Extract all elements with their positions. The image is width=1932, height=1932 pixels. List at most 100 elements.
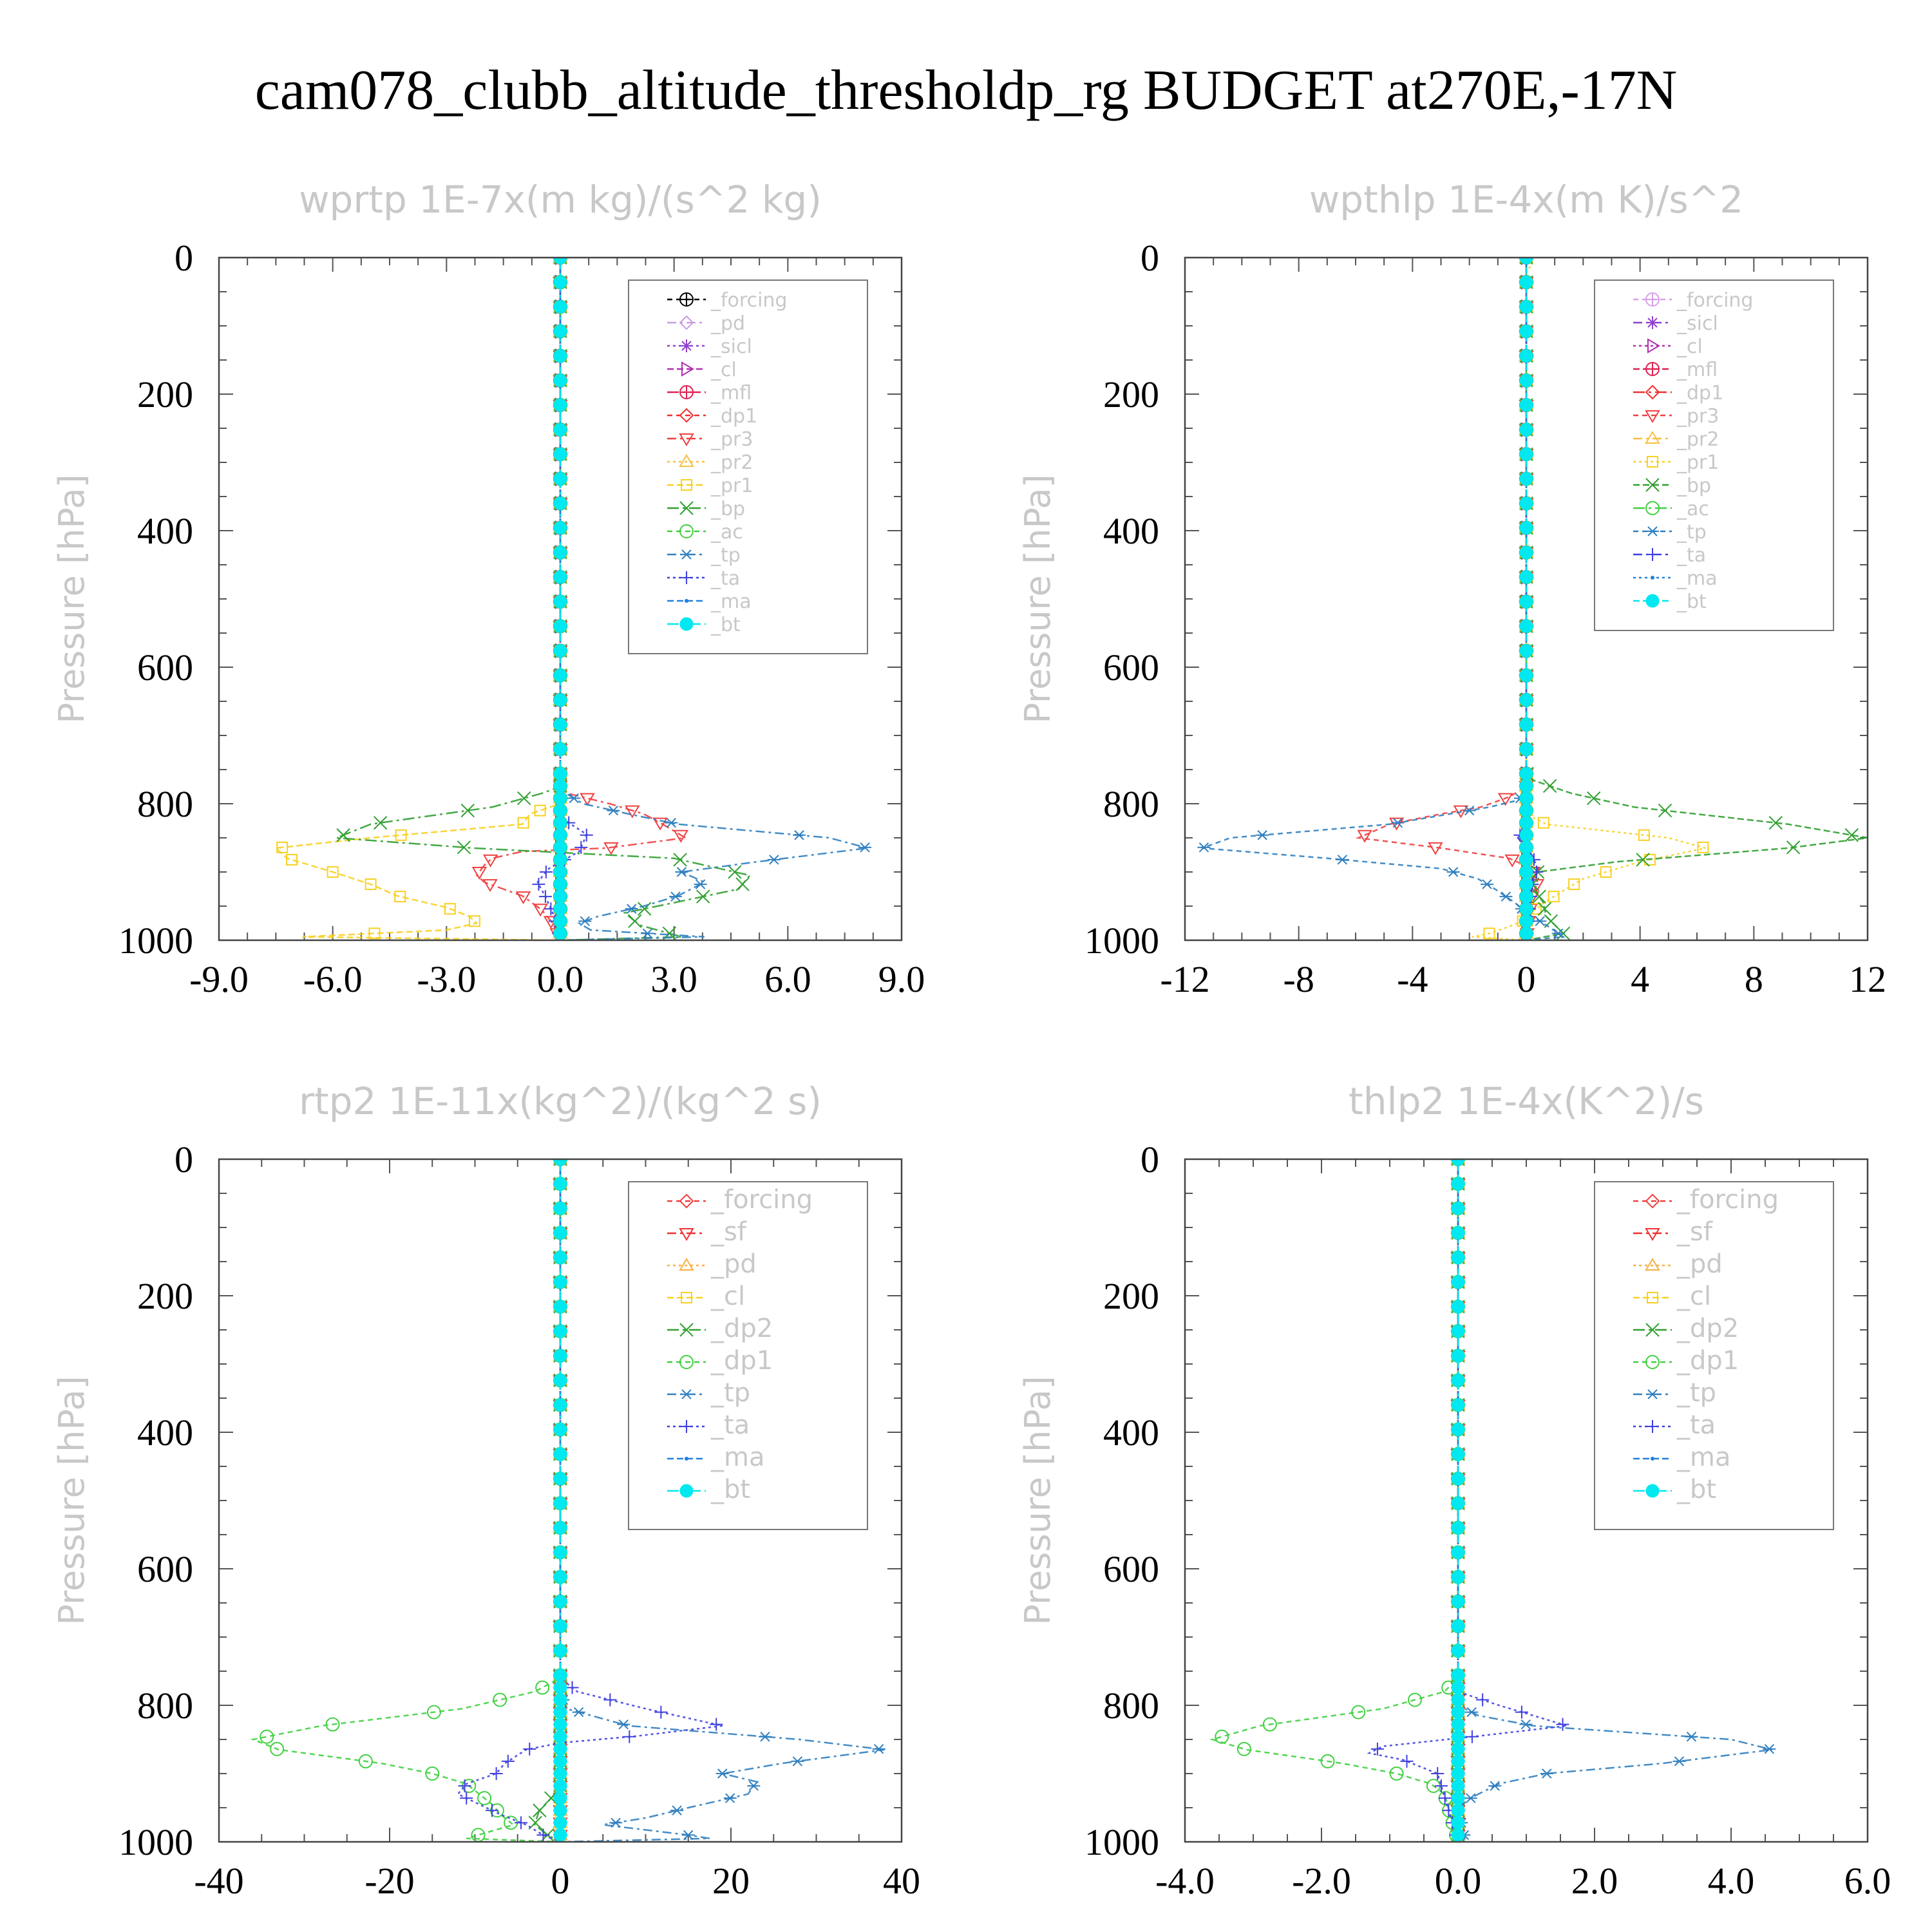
point-marker [1519,816,1533,830]
legend [1594,1181,1834,1530]
point-marker [747,1781,761,1791]
y-tick-label: 400 [1103,1412,1159,1454]
point-marker [553,1754,567,1768]
y-tick-label: 800 [137,783,193,825]
point-marker [553,1447,567,1461]
point-marker [1451,1828,1465,1842]
point-marker [1672,1756,1686,1766]
y-tick-label: 1000 [1084,920,1159,961]
point-marker [553,1373,567,1387]
point-marker [1504,854,1520,867]
point-marker [336,828,350,842]
x-tick-label: -4 [1397,958,1428,1000]
point-marker [1465,1730,1479,1743]
point-marker [1685,1732,1698,1742]
legend-label: _tp [1676,521,1707,544]
point-marker [553,1300,567,1314]
point-marker [553,1496,567,1510]
point-marker [1519,619,1533,633]
point-marker [1451,1423,1465,1437]
legend-label: _tp [1676,1378,1716,1408]
point-marker [553,1398,567,1412]
point-marker [553,914,567,928]
point-marker [680,549,693,560]
point-marker [553,1349,567,1363]
point-marker [425,1766,440,1781]
point-marker [553,349,567,363]
point-marker [553,693,567,707]
point-marker [673,829,689,843]
point-marker [665,817,678,828]
legend-label: _ma [1676,567,1718,590]
point-marker [679,617,694,631]
x-tick-label: 0.0 [1435,1860,1482,1902]
point-marker [553,1570,567,1584]
series-group [1209,1159,1776,1842]
x-tick-label: -4.0 [1155,1860,1215,1902]
point-marker [1197,842,1211,853]
point-marker [1451,1730,1465,1744]
point-marker [1428,842,1443,855]
point-marker [1451,1742,1465,1756]
legend-label: _bt [710,614,741,636]
point-marker [553,497,567,511]
point-marker [553,889,567,904]
x-tick-label: 0.0 [537,958,584,1000]
x-tick-label: -8 [1283,958,1314,1000]
point-marker [1519,374,1533,388]
legend-label: _cl [710,1282,745,1311]
point-marker [1451,1201,1465,1215]
point-marker [486,1804,498,1817]
y-tick-label: 200 [1103,1275,1159,1317]
point-marker [1408,1692,1423,1707]
point-marker [1515,1705,1528,1719]
point-marker [1451,1159,1465,1166]
point-marker [553,1595,567,1609]
x-tick-label: 0 [1517,958,1536,1000]
point-marker [553,828,567,842]
point-marker [1499,891,1513,902]
figure-title: cam078_clubb_altitude_thresholdp_rg BUDG… [254,59,1678,122]
point-marker [553,275,567,289]
point-marker [1600,866,1612,878]
chart-panel-3: rtp2 1E-11x(kg^2)/(kg^2 s) Pressure [hPa]… [52,1079,920,1902]
point-marker [493,1692,507,1707]
series-line-dp1 [1209,1159,1459,1842]
y-tick-label: 400 [137,510,193,552]
point-marker [567,793,581,804]
point-marker [1519,422,1533,437]
point-marker [553,570,567,584]
legend-label: _pr1 [710,475,753,497]
point-marker [553,1619,567,1633]
point-marker [1463,805,1476,816]
legend-label: _mfl [710,382,752,404]
point-marker [553,1815,567,1830]
series-line-bp [1525,258,1868,940]
point-marker [679,1228,694,1241]
point-marker [482,879,498,893]
point-marker [670,1805,684,1815]
y-tick-label: 600 [137,1548,193,1590]
point-marker [1476,1693,1490,1707]
point-marker [617,1719,630,1730]
point-marker [553,545,567,560]
legend-label: _ma [710,1443,764,1472]
point-marker [553,1779,567,1793]
point-marker [680,339,693,352]
point-marker [680,293,693,306]
point-marker [1519,717,1533,732]
series-line-tp [559,1159,885,1842]
y-axis-label: Pressure [hPa] [52,1376,92,1625]
chart-title: rtp2 1E-11x(kg^2)/(kg^2 s) [299,1079,822,1123]
point-marker [1451,1718,1465,1732]
point-marker [1763,1744,1776,1754]
point-marker [1645,431,1660,444]
point-marker [1451,1275,1465,1289]
point-marker [1451,1754,1465,1768]
point-marker [603,1693,617,1707]
point-marker [1645,478,1660,492]
point-marker [1645,1484,1660,1498]
point-marker [623,1730,636,1743]
